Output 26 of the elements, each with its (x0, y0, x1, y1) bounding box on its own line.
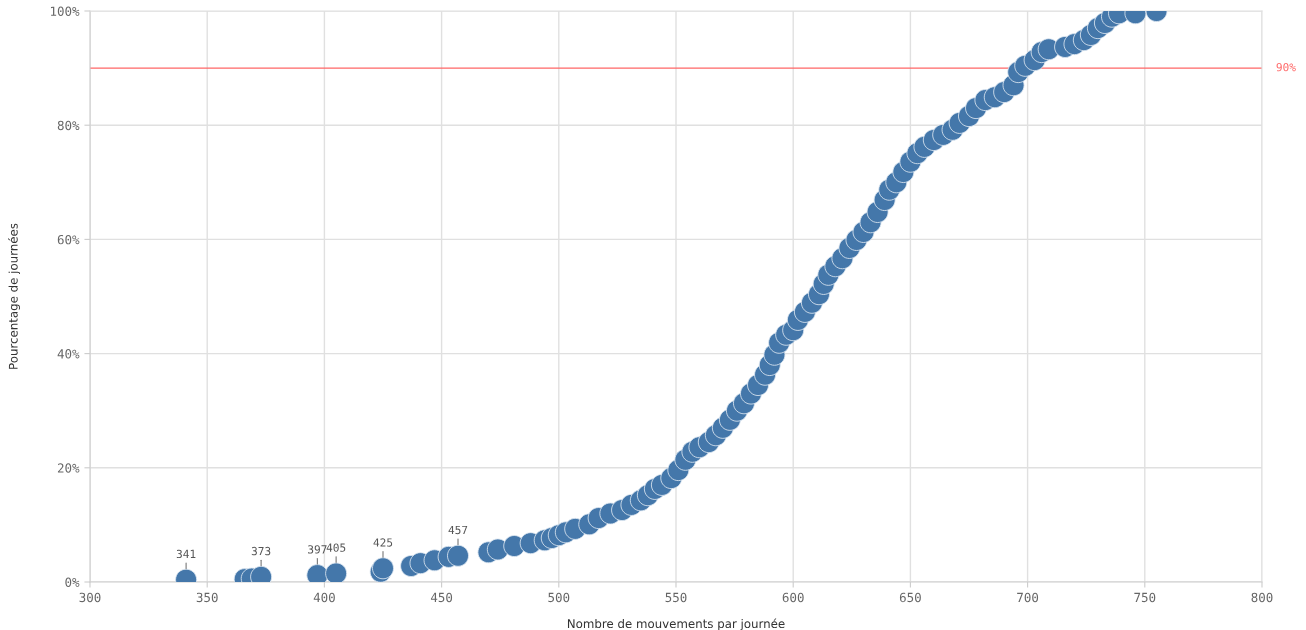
x-tick-label: 650 (899, 592, 921, 603)
y-tick-label: 40% (57, 349, 80, 359)
ref-line-label: 90% (1276, 62, 1296, 72)
y-tick-label: 80% (57, 120, 80, 131)
x-tick-label: 300 (79, 592, 101, 603)
x-tick-label: 400 (313, 592, 335, 603)
y-axis-title: Pourcentage de journées (8, 223, 20, 369)
x-tick-label: 700 (1017, 592, 1039, 603)
annotation: 457 (448, 525, 468, 535)
y-tick-label: 0% (65, 577, 80, 587)
annotation: 341 (176, 549, 196, 559)
annotation: 373 (251, 546, 271, 556)
x-tick-label: 800 (1251, 592, 1273, 603)
annotation: 425 (373, 538, 393, 547)
x-tick-label: 750 (1134, 592, 1156, 603)
x-tick-label: 550 (665, 592, 687, 603)
x-tick-label: 450 (430, 592, 453, 603)
y-tick-label: 60% (57, 234, 80, 245)
y-tick-label: 100% (50, 6, 80, 16)
x-tick-label: 500 (548, 592, 570, 603)
y-tick-label: 20% (57, 463, 80, 473)
x-axis-title: Nombre de mouvements par journée (567, 618, 785, 630)
x-tick-label: 350 (196, 592, 218, 603)
annotation: 405 (326, 543, 346, 552)
annotation: 397 (308, 545, 327, 554)
x-tick-label: 600 (782, 592, 804, 603)
